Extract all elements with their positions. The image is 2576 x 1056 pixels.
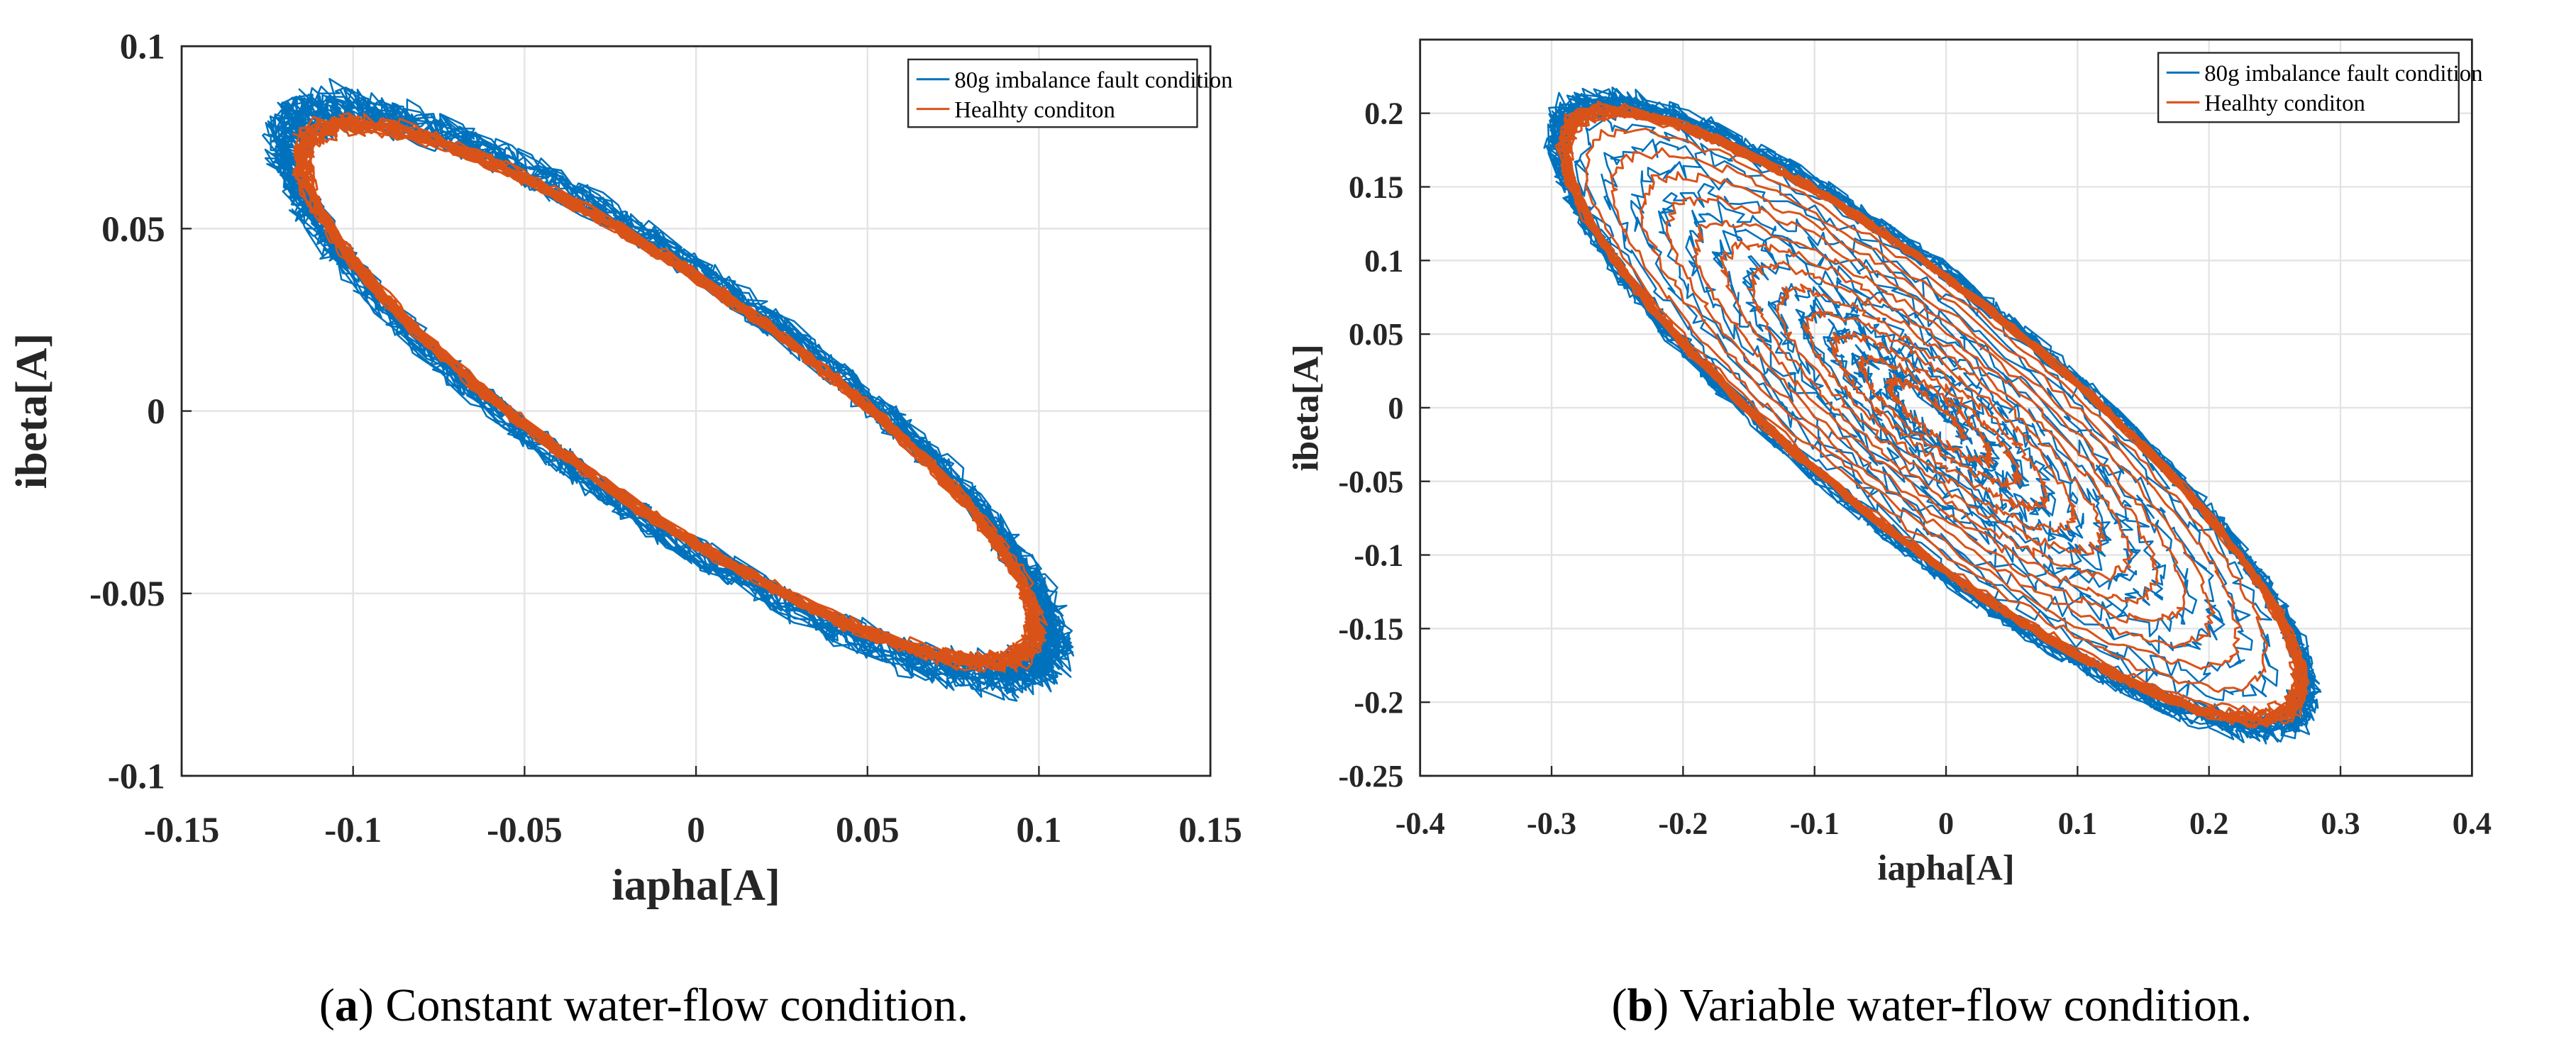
y-tick-label: -0.1 [108,756,165,796]
panel-b-plot: -0.4 -0.3 -0.2 -0.1 0 0.1 0.2 0.3 0.4 -0.25 -0.2 -0… [1286,38,2492,889]
x-tick-label: 0.2 [2189,806,2228,840]
panel-a-caption-letter: a [334,979,358,1031]
x-tick-label: 0.1 [1016,810,1061,850]
x-tick-label: 0 [687,810,705,850]
legend-box [907,58,1198,128]
x-tick-label: 0 [1938,806,1954,840]
x-tick-label: -0.05 [487,810,563,850]
panel-a-plot: -0.15 -0.1 -0.05 0 0.05 0.1 0.15 -0.1 -0.05 0 0.05… [6,27,1242,910]
y-tick-label: 0.1 [120,27,165,67]
x-tick-label: 0.05 [836,810,900,850]
series-line-1 [1554,100,2310,728]
x-tick-label: -0.2 [1658,806,1708,840]
y-tick-label: -0.1 [1354,538,1403,573]
panel-b-caption-letter: b [1627,979,1654,1031]
y-tick-label: 0.2 [1364,96,1403,131]
legend-label-0: 80g imbalance fault condition [2204,61,2482,87]
y-tick-label: 0.15 [1349,170,1403,205]
y-tick-label: 0.05 [101,209,165,250]
y-tick-label: 0.05 [1349,317,1403,352]
y-axis-label: ibeta[A] [6,333,56,489]
panel-b-chart: -0.4 -0.3 -0.2 -0.1 0 0.1 0.2 0.3 0.4 -0.25 -0.2 -0… [1286,0,2576,1056]
panel-b-caption: (b) Variable water-flow condition. [1611,979,2252,1031]
y-tick-label: -0.15 [1338,611,1403,646]
y-tick-label: -0.05 [1338,465,1403,499]
y-tick-label: 0.1 [1364,243,1403,278]
legend-label-0: 80g imbalance fault condition [954,67,1232,93]
chart-a-root: -0.15 -0.1 -0.05 0 0.05 0.1 0.15 -0.1 -0.05 0 0.05… [6,27,1242,910]
x-tick-label: -0.1 [1790,806,1840,840]
panel-b-caption-text: Variable water-flow condition. [1669,979,2252,1031]
x-tick-label: 0.4 [2453,806,2492,840]
legend-label-1: Healhty conditon [954,97,1115,123]
y-tick-label: -0.25 [1338,759,1403,794]
legend-box [2157,52,2460,123]
y-tick-label: 0 [147,391,165,432]
x-tick-label: 0.1 [2058,806,2097,840]
x-tick-label: -0.15 [144,810,220,850]
legend-label-1: Healhty conditon [2204,91,2365,116]
chart-b-root: -0.4 -0.3 -0.2 -0.1 0 0.1 0.2 0.3 0.4 -0.25 -0.2 -0… [1286,38,2492,889]
panel-a-caption-text: Constant water-flow condition. [373,979,969,1031]
x-tick-label: 0.3 [2321,806,2360,840]
x-tick-label: -0.1 [324,810,382,850]
x-tick-label: 0.15 [1178,810,1242,850]
x-axis-label: iapha[A] [612,860,780,910]
y-axis-label: ibeta[A] [1286,344,1326,471]
y-tick-label: -0.05 [89,574,165,614]
panel-a-chart: -0.15 -0.1 -0.05 0 0.05 0.1 0.15 -0.1 -0.05 0 0.05… [6,27,1242,1031]
y-tick-label: 0 [1388,391,1403,426]
series-line-1 [292,112,1049,673]
panel-a-caption: (a) Constant water-flow condition. [319,979,969,1031]
x-tick-label: -0.3 [1527,806,1576,840]
y-tick-label: -0.2 [1354,685,1403,720]
x-axis-label: iapha[A] [1877,848,2014,889]
x-tick-label: -0.4 [1395,806,1445,840]
